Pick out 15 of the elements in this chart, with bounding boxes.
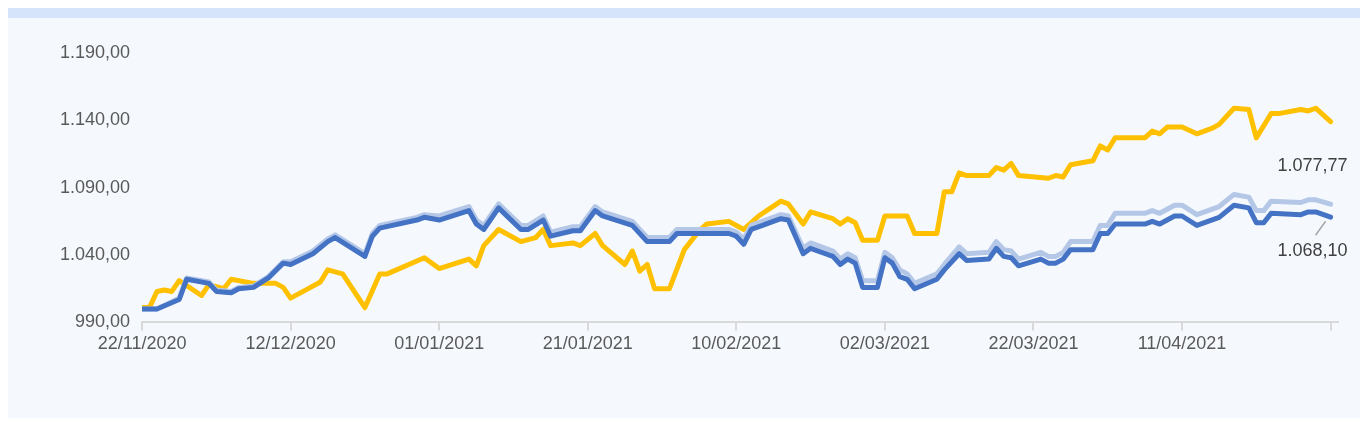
x-tick-label: 11/04/2021: [1137, 333, 1227, 354]
x-tick-label: 22/11/2020: [97, 333, 187, 354]
y-tick-label: 990,00: [75, 311, 131, 332]
x-tick-label: 21/01/2021: [542, 333, 633, 354]
x-tick-label: 01/01/2021: [394, 333, 485, 354]
x-tick-label: 10/02/2021: [691, 333, 782, 354]
x-tick-label: 02/03/2021: [839, 333, 930, 354]
y-tick-label: 1.190,00: [59, 41, 131, 62]
x-tick-label: 22/03/2021: [988, 333, 1079, 354]
x-tick-label: 12/12/2020: [245, 333, 336, 354]
y-tick-label: 1.090,00: [59, 176, 131, 197]
annotation: 1.077,77: [1277, 155, 1348, 176]
y-tick-label: 1.040,00: [59, 244, 131, 265]
annotation: 1.068,10: [1277, 240, 1348, 261]
y-tick-label: 1.140,00: [59, 109, 131, 130]
